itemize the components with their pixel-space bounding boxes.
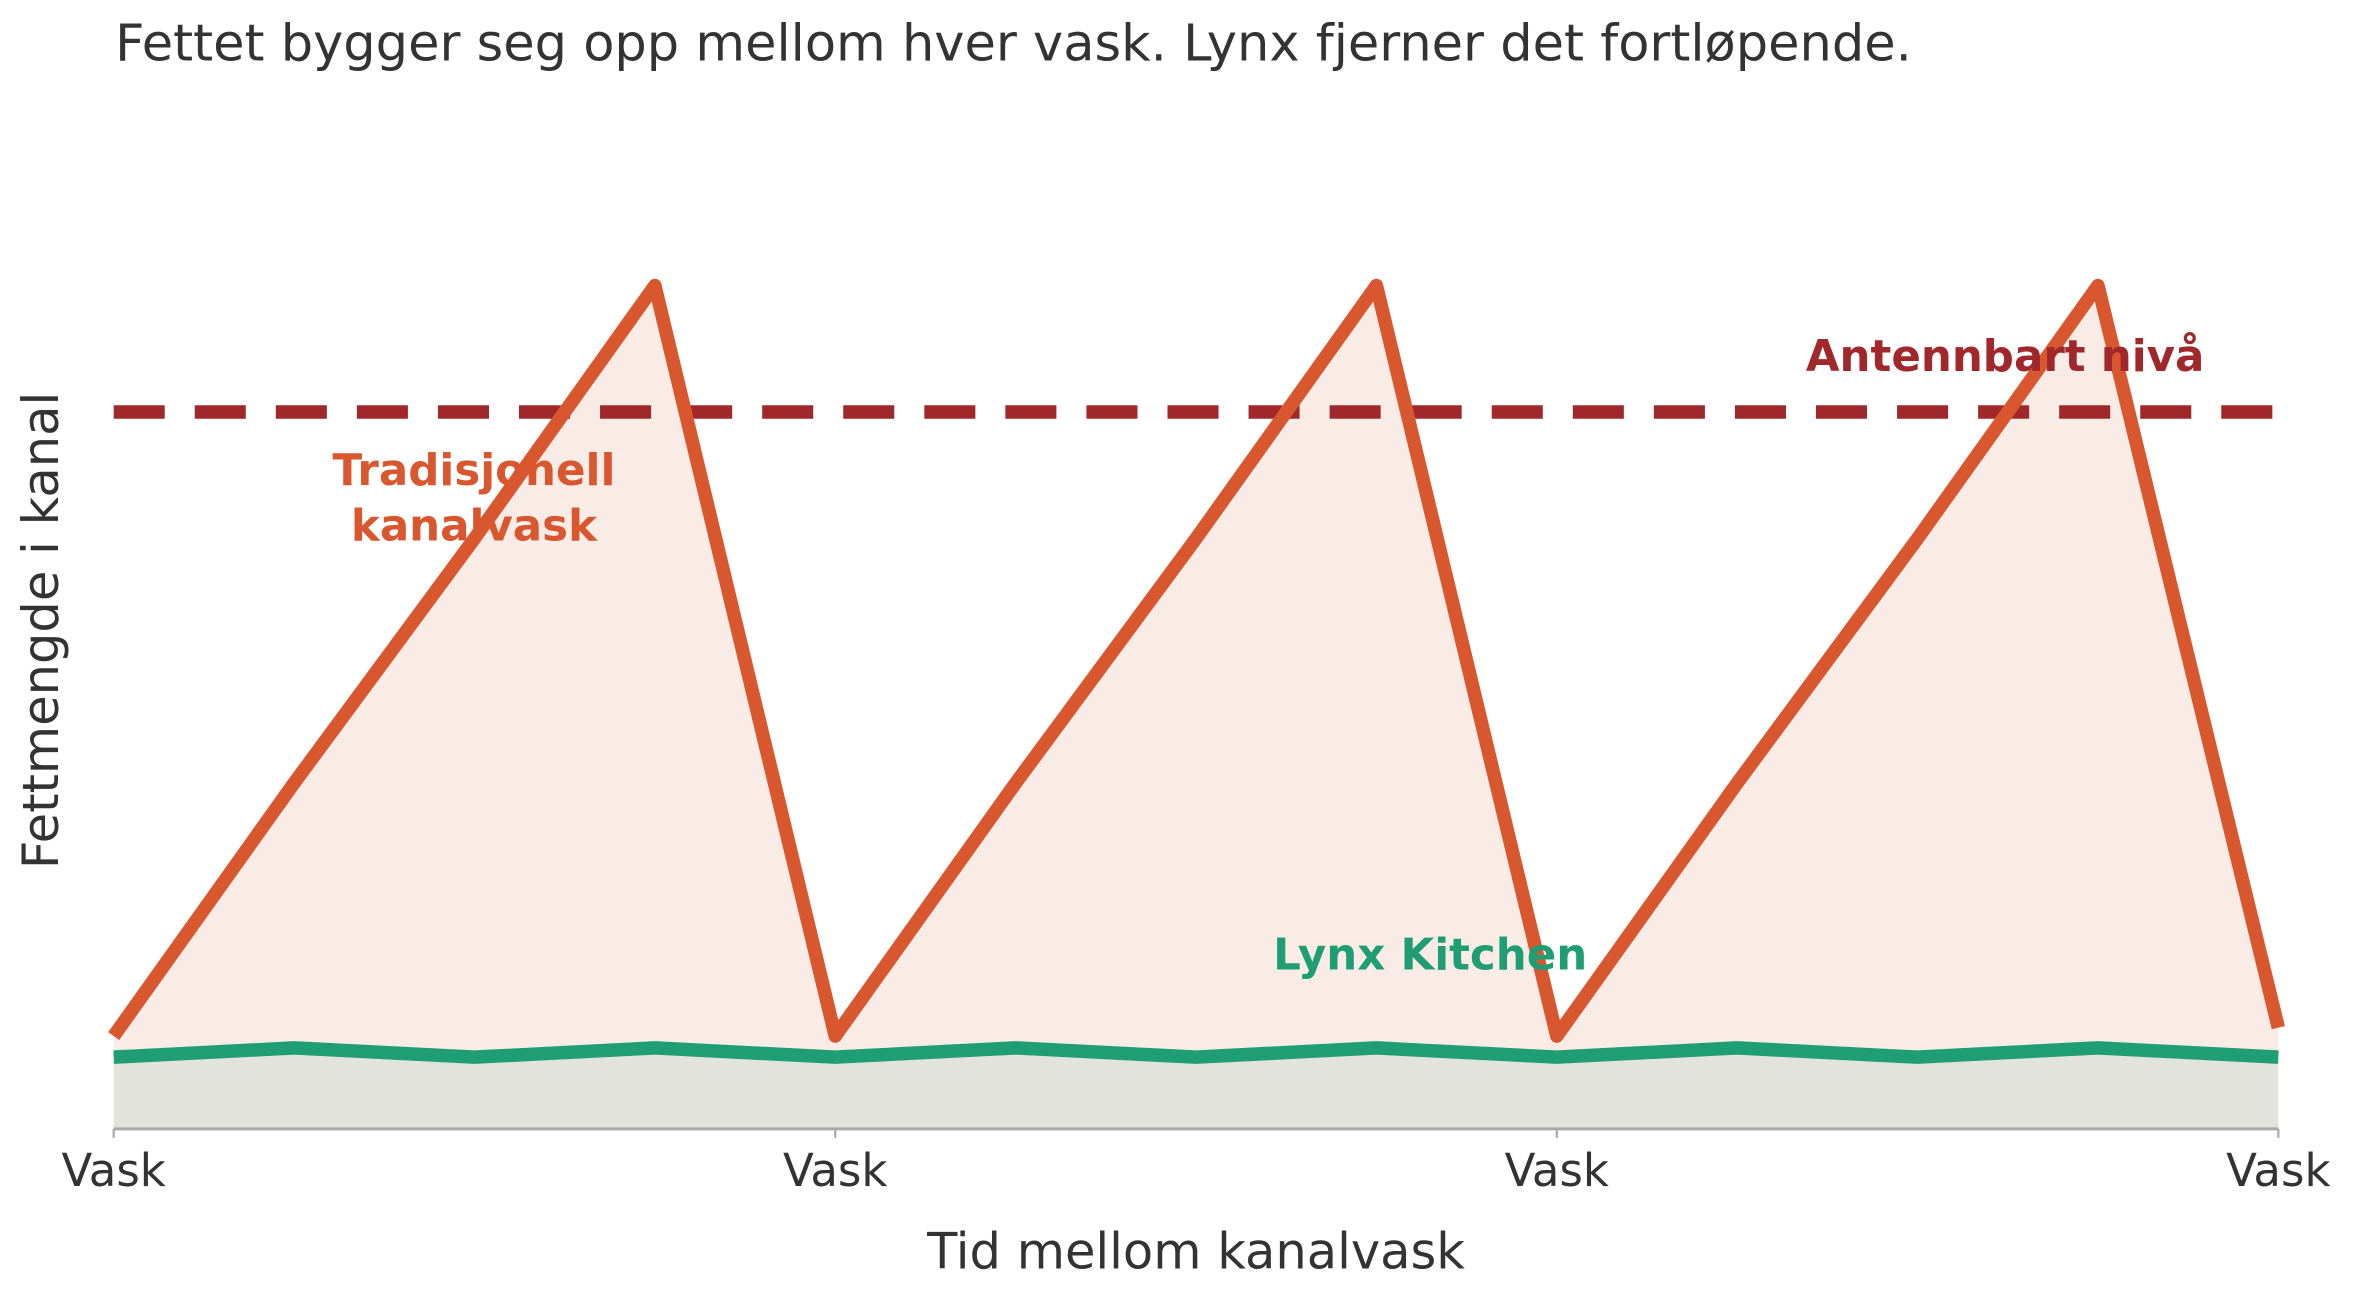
- x-tick-label: Vask: [2226, 1144, 2330, 1197]
- line: [113, 1041, 2279, 1064]
- series-label: Tradisjonell kanalvask: [333, 446, 616, 552]
- x-tick-label: Vask: [1505, 1144, 1609, 1197]
- line: [108, 278, 2285, 1043]
- chart-title: Fettet bygger seg opp mellom hver vask. …: [115, 15, 1912, 74]
- x-axis-label: Tid mellom kanalvask: [926, 1222, 1465, 1280]
- y-axis-label: Fettmengde i kanal: [12, 392, 70, 869]
- x-tick-label: Vask: [61, 1144, 165, 1197]
- x-tick-label: Vask: [783, 1144, 887, 1197]
- area: [113, 1047, 2279, 1129]
- area: [113, 285, 2279, 1129]
- series-label: Lynx Kitchen: [1273, 931, 1587, 981]
- threshold-label: Antennbart nivå: [1806, 331, 2204, 382]
